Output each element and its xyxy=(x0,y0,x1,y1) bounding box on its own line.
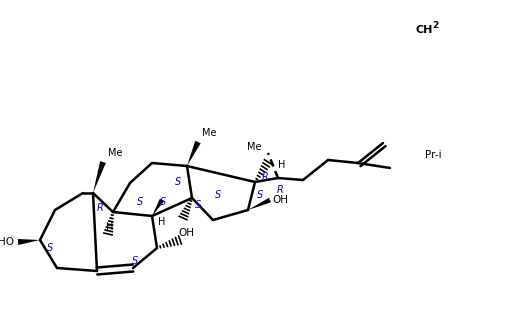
Text: H: H xyxy=(158,217,165,227)
Text: OH: OH xyxy=(272,195,288,205)
Polygon shape xyxy=(93,161,106,193)
Text: R: R xyxy=(97,203,103,213)
Text: S: S xyxy=(215,190,221,200)
Text: S: S xyxy=(195,200,201,210)
Text: S: S xyxy=(257,190,263,200)
Text: Me: Me xyxy=(202,128,217,138)
Text: 2: 2 xyxy=(432,21,438,30)
Polygon shape xyxy=(187,141,201,166)
Text: R: R xyxy=(262,172,268,182)
Text: S: S xyxy=(137,197,143,207)
Text: S: S xyxy=(160,197,166,207)
Text: Me: Me xyxy=(108,148,123,158)
Text: H: H xyxy=(278,160,286,170)
Polygon shape xyxy=(18,239,40,245)
Text: H: H xyxy=(107,222,114,232)
Text: Me: Me xyxy=(248,142,262,152)
Text: S: S xyxy=(175,177,181,187)
Text: S: S xyxy=(47,243,53,253)
Polygon shape xyxy=(152,199,164,216)
Polygon shape xyxy=(248,198,271,210)
Text: OH: OH xyxy=(178,228,194,238)
Text: Pr-i: Pr-i xyxy=(425,150,442,160)
Text: R: R xyxy=(277,185,283,195)
Text: CH: CH xyxy=(415,25,432,35)
Text: HO: HO xyxy=(0,237,14,247)
Text: S: S xyxy=(132,256,138,266)
